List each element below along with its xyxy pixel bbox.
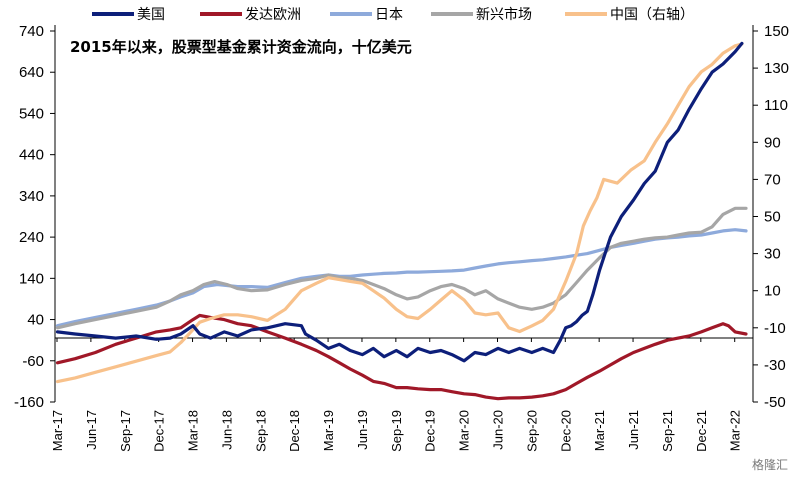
left-y-tick-label: 140 — [19, 270, 44, 287]
right-y-tick-label: 150 — [764, 23, 789, 40]
series-line — [55, 42, 744, 384]
left-y-tick-label: 240 — [19, 229, 44, 246]
legend-label: 日本 — [375, 7, 403, 23]
left-y-tick-label: -60 — [22, 353, 44, 370]
series-line — [55, 206, 748, 330]
left-y-tick-label: 640 — [19, 64, 44, 81]
x-tick-label: Sep-20 — [524, 410, 539, 452]
right-y-axis-ticks: -50 -30 -10 10 30 50 70 90 110 130 150 — [753, 23, 789, 411]
x-tick-label: Dec-17 — [152, 410, 167, 452]
right-y-tick-label: -50 — [764, 394, 786, 411]
right-y-tick-label: 130 — [764, 60, 789, 77]
x-axis-ticks: Mar-17 Jun-17 Sep-17 Dec-17 Mar-18 Jun-18 Sep-… — [50, 338, 743, 452]
x-tick-label: Sep-19 — [389, 410, 404, 452]
series-line — [55, 41, 744, 363]
x-tick-label: Mar-17 — [50, 410, 65, 451]
legend-label: 新兴市场 — [476, 6, 532, 23]
legend: 美国 发达欧洲 日本 新兴市场 中国（右轴） — [92, 6, 694, 23]
x-tick-label: Dec-21 — [694, 410, 709, 452]
chart-subtitle: 2015年以来，股票型基金累计资金流向，十亿美元 — [70, 38, 412, 56]
left-y-axis-ticks: -160 -60 40 140 240 340 440 540 640 740 — [14, 23, 55, 411]
left-y-tick-label: 540 — [19, 105, 44, 122]
x-tick-label: Jun-21 — [626, 410, 641, 450]
x-tick-label: Dec-18 — [287, 410, 302, 452]
x-tick-label: Dec-20 — [558, 410, 573, 452]
x-tick-label: Mar-20 — [457, 410, 472, 451]
watermark-text: 格隆汇 — [752, 457, 788, 472]
left-y-tick-label: 40 — [27, 312, 44, 329]
x-tick-label: Jun-17 — [84, 410, 99, 450]
right-y-tick-label: -10 — [764, 320, 786, 337]
series-lines — [55, 41, 748, 401]
x-tick-label: Sep-18 — [253, 410, 268, 452]
left-y-tick-label: 740 — [19, 23, 44, 40]
legend-label: 美国 — [137, 7, 165, 23]
x-tick-label: Mar-19 — [321, 410, 336, 451]
left-y-tick-label: -160 — [14, 394, 44, 411]
legend-label: 发达欧洲 — [245, 7, 301, 23]
x-tick-label: Mar-21 — [592, 410, 607, 451]
right-y-tick-label: 30 — [764, 246, 781, 263]
right-y-tick-label: 50 — [764, 209, 781, 226]
x-tick-label: Jun-18 — [219, 410, 234, 450]
x-tick-label: Mar-18 — [186, 410, 201, 451]
x-tick-label: Sep-21 — [660, 410, 675, 452]
x-tick-label: Dec-19 — [423, 410, 438, 452]
x-tick-label: Sep-17 — [118, 410, 133, 452]
right-y-tick-label: 110 — [764, 97, 788, 114]
right-y-tick-label: -30 — [764, 357, 786, 374]
x-tick-label: Jun-20 — [491, 410, 506, 450]
x-tick-label: Jun-19 — [355, 410, 370, 450]
x-tick-label: Mar-22 — [728, 410, 743, 451]
series-line — [55, 313, 748, 401]
right-y-tick-label: 70 — [764, 171, 781, 188]
left-y-tick-label: 340 — [19, 188, 44, 205]
right-y-tick-label: 10 — [764, 283, 781, 300]
left-y-tick-label: 440 — [19, 147, 44, 164]
series-line — [55, 228, 748, 328]
right-y-tick-label: 90 — [764, 134, 781, 151]
legend-label: 中国（右轴） — [610, 7, 694, 23]
